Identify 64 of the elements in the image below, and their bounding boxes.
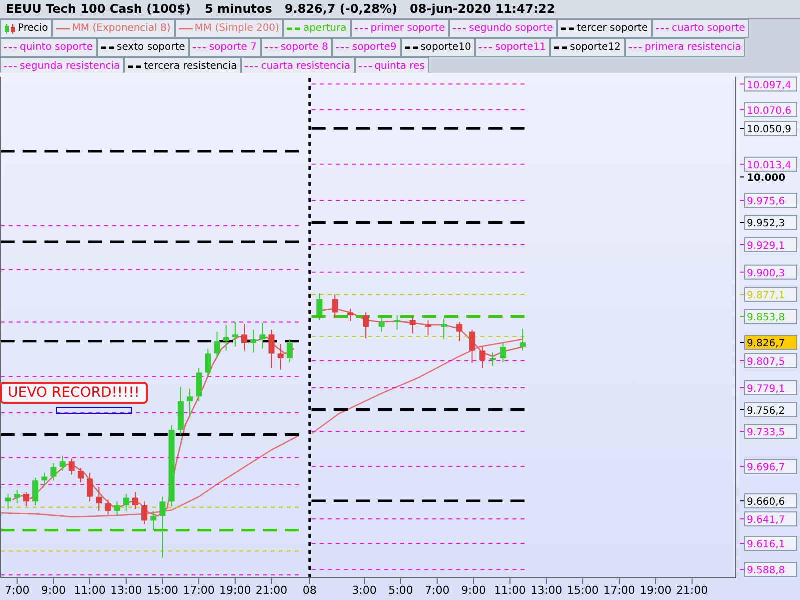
legend-label: MM (Exponencial 8) <box>52 19 175 38</box>
y-tick-label: 10.070,6 <box>747 106 792 117</box>
y-tick-label: 10.050,9 <box>747 124 792 136</box>
x-tick-label: 13:00 <box>110 584 142 597</box>
y-tick-label: 9.733,5 <box>747 428 786 439</box>
x-tick-label: 15:00 <box>146 584 179 597</box>
y-tick-label: 9.641,7 <box>747 515 786 526</box>
legend-label: soporte10 <box>400 38 476 57</box>
y-tick-label: 9.756,2 <box>747 406 786 417</box>
y-tick-label: 10.097,4 <box>747 80 792 92</box>
legend-label: MM (Simple 200) <box>174 19 284 38</box>
x-tick-label: 15:00 <box>567 584 599 597</box>
legend-label: primera resistencia <box>624 38 746 57</box>
x-tick-label: 21:00 <box>676 584 708 597</box>
annotation: UEVO RECORD!!!!! <box>0 382 148 404</box>
x-tick-label: 9:00 <box>461 584 486 597</box>
x-tick-label: 21:00 <box>256 584 288 597</box>
y-tick-label: 9.952,3 <box>747 218 786 230</box>
legend-label: sexto soporte <box>97 38 190 57</box>
legend-label: soporte12 <box>550 38 625 57</box>
x-tick-label: 17:00 <box>183 584 215 597</box>
y-tick-label: 9.807,5 <box>747 356 786 368</box>
x-tick-label: 11:00 <box>74 584 106 597</box>
legend-label: Precio <box>0 19 52 38</box>
x-tick-label: 3:00 <box>352 584 377 597</box>
y-tick-label: 9.975,6 <box>747 196 786 208</box>
legend-label: apertura <box>283 19 351 38</box>
y-tick-label: 9.900,3 <box>747 268 786 280</box>
x-tick-label: 13:00 <box>530 584 562 597</box>
y-tick-label: 10.013,4 <box>747 160 792 172</box>
legend-label: soporte 8 <box>260 38 332 57</box>
legend-label: tercera resistencia <box>124 57 242 76</box>
x-tick-label: 7:00 <box>5 584 30 597</box>
y-tick-label: 10.000 <box>747 173 786 184</box>
legend-label: quinta res <box>354 57 429 76</box>
y-tick-label: 9.853,8 <box>747 312 786 324</box>
legend-label: segundo soporte <box>449 19 558 38</box>
x-tick-label: 5:00 <box>388 584 414 597</box>
legend-label: cuarta resistencia <box>241 57 355 76</box>
legend-label: segunda resistencia <box>0 57 124 76</box>
chart-title: EEUU Tech 100 Cash (100$) <box>6 2 191 16</box>
y-tick-label: 9.588,8 <box>747 566 786 577</box>
x-tick-label: 9:00 <box>41 584 66 597</box>
y-tick-label: 9.696,7 <box>747 462 786 474</box>
x-tick-label: 19:00 <box>220 584 252 597</box>
y-tick-label: 9.929,1 <box>747 240 786 252</box>
legend-label: primer soporte <box>350 19 450 38</box>
x-tick-label: 7:00 <box>425 584 450 597</box>
y-tick-label: 9.877,1 <box>747 290 786 302</box>
x-tick-label: 17:00 <box>604 584 636 597</box>
y-tick-label: 9.779,1 <box>747 384 786 395</box>
legend-label: quinto soporte <box>0 38 97 57</box>
legend-label: tercer soporte <box>557 19 652 38</box>
legend-label: soporte11 <box>475 38 550 57</box>
legend-label: cuarto soporte <box>652 19 750 38</box>
y-tick-label: 9.826,7 <box>747 338 786 350</box>
y-tick-label: 9.660,6 <box>747 497 786 508</box>
x-tick-label: 08 <box>302 584 317 597</box>
x-tick-label: 19:00 <box>640 584 672 597</box>
x-tick-label: 11:00 <box>494 584 526 597</box>
text: 5 minutos 9.826,7 (-0,28%) 08-jun-2020 11:47:22 <box>205 2 556 16</box>
y-tick-label: 9.616,1 <box>747 540 786 551</box>
legend-label: soporte 7 <box>189 38 261 57</box>
legend-label: soporte9 <box>332 38 401 57</box>
